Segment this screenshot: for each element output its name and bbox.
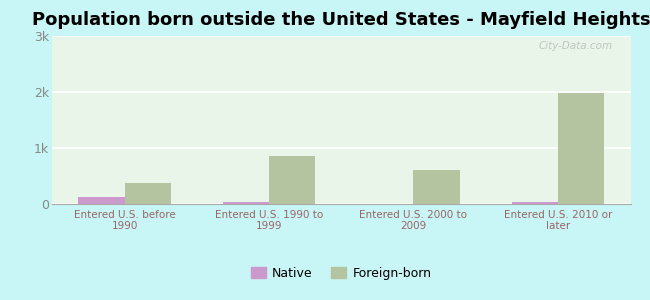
Text: City-Data.com: City-Data.com <box>539 41 613 51</box>
Bar <box>223 202 269 204</box>
Title: Population born outside the United States - Mayfield Heights: Population born outside the United State… <box>32 11 650 29</box>
Bar <box>269 156 315 204</box>
Bar <box>78 197 125 204</box>
Bar <box>558 93 605 204</box>
Bar <box>512 202 558 204</box>
Bar <box>125 183 171 204</box>
Legend: Native, Foreign-born: Native, Foreign-born <box>246 262 437 285</box>
Bar <box>413 170 460 204</box>
